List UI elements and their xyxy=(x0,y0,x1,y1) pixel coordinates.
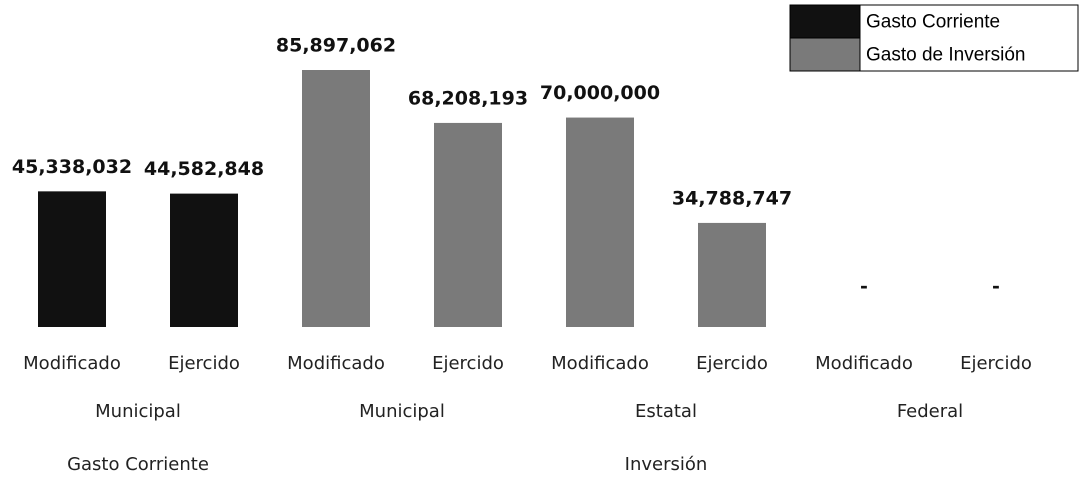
x-tick-label: Ejercido xyxy=(168,353,240,374)
legend-swatch xyxy=(789,4,861,39)
value-label: 68,208,193 xyxy=(408,87,528,109)
legend-label: Gasto Corriente xyxy=(866,12,1000,33)
x-tick-label: Modificado xyxy=(815,353,913,374)
value-label: - xyxy=(860,276,868,298)
bar xyxy=(566,117,634,328)
bar xyxy=(38,191,106,327)
value-label: 34,788,747 xyxy=(672,187,792,209)
x-tick-label: Modificado xyxy=(287,353,385,374)
x-tick-label: Ejercido xyxy=(432,353,504,374)
group-label: Estatal xyxy=(635,401,697,422)
legend-label: Gasto de Inversión xyxy=(866,45,1025,66)
value-label: - xyxy=(992,276,1000,298)
value-label: 45,338,032 xyxy=(12,156,132,178)
legend-swatch xyxy=(789,37,861,72)
x-tick-label: Ejercido xyxy=(960,353,1032,374)
group-label: Municipal xyxy=(95,401,181,422)
group-label: Municipal xyxy=(359,401,445,422)
value-label: 44,582,848 xyxy=(144,158,264,180)
x-tick-label: Ejercido xyxy=(696,353,768,374)
value-label: 85,897,062 xyxy=(276,35,396,57)
bar xyxy=(434,122,502,327)
x-tick-label: Modificado xyxy=(551,353,649,374)
value-label: 70,000,000 xyxy=(540,82,660,104)
x-tick-label: Modificado xyxy=(23,353,121,374)
bar xyxy=(698,222,766,327)
bar xyxy=(302,70,370,327)
supergroup-label: Gasto Corriente xyxy=(67,454,209,475)
bar xyxy=(170,193,238,327)
supergroup-label: Inversión xyxy=(625,454,708,475)
group-label: Federal xyxy=(897,401,963,422)
